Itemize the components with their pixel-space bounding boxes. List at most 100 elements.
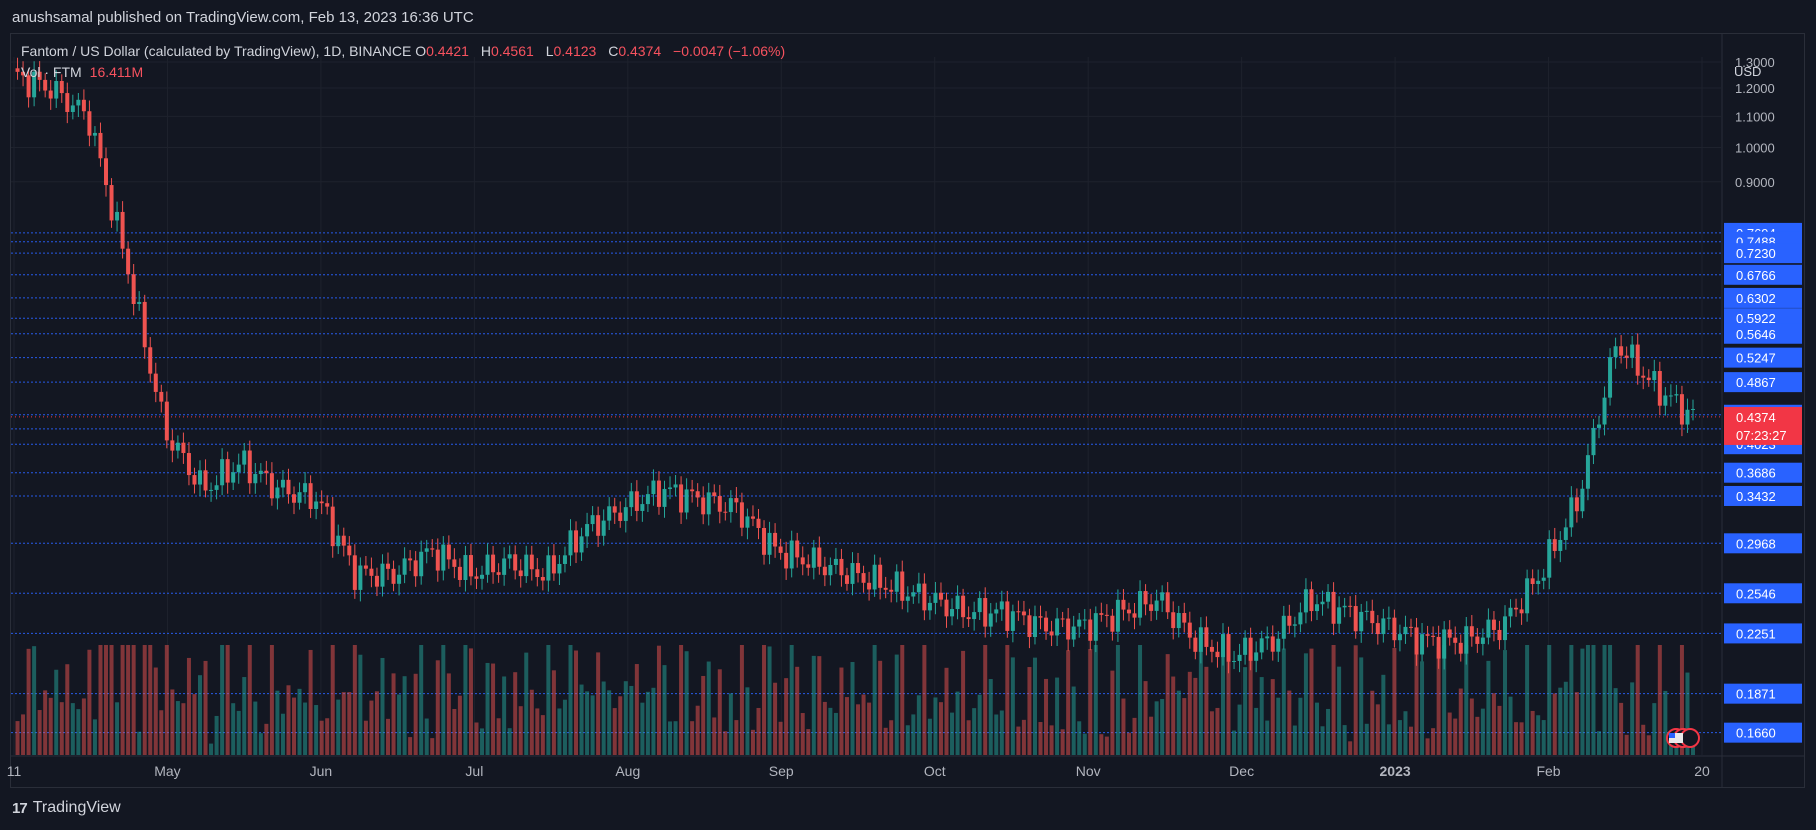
candle-body bbox=[352, 555, 357, 590]
candle-body bbox=[1530, 578, 1535, 584]
volume-bar bbox=[1641, 724, 1646, 755]
time-tick-label: Aug bbox=[615, 763, 640, 779]
volume-bar bbox=[502, 676, 507, 755]
candle-body bbox=[601, 520, 606, 536]
volume-bar bbox=[463, 645, 468, 755]
candle-body bbox=[54, 80, 59, 99]
volume-bar bbox=[1519, 722, 1524, 755]
volume-bar bbox=[950, 712, 955, 755]
candle-body bbox=[386, 563, 391, 569]
volume-bar bbox=[557, 708, 562, 755]
volume-bar bbox=[684, 651, 689, 755]
candle-body bbox=[397, 574, 402, 584]
open-label: O bbox=[415, 43, 427, 59]
volume-bar bbox=[1458, 688, 1463, 755]
volume-bar bbox=[1558, 687, 1563, 755]
candle-body bbox=[1314, 604, 1319, 612]
candle-body bbox=[1032, 616, 1037, 637]
candle-body bbox=[1049, 631, 1054, 636]
candle-body bbox=[1547, 539, 1552, 578]
time-tick-label: 11 bbox=[7, 763, 22, 779]
volume-bar bbox=[690, 721, 695, 755]
volume-bar bbox=[574, 650, 579, 755]
candle-body bbox=[1055, 618, 1060, 636]
candle-body bbox=[817, 547, 822, 567]
candle-body bbox=[1359, 611, 1364, 632]
volume-bar bbox=[916, 695, 921, 755]
candle-body bbox=[634, 491, 639, 511]
level-label-bg bbox=[1724, 347, 1802, 368]
volume-bar bbox=[446, 673, 451, 755]
level-label-bg bbox=[1724, 683, 1802, 704]
volume-bar bbox=[1331, 645, 1336, 755]
volume-bar bbox=[894, 654, 899, 755]
candle-body bbox=[668, 487, 673, 489]
volume-legend: Vol · FTM 16.411M bbox=[21, 64, 143, 80]
last-price-label: 0.4374 bbox=[1736, 410, 1776, 425]
volume-bar bbox=[961, 650, 966, 755]
volume-bar bbox=[1254, 707, 1259, 755]
candle-body bbox=[1337, 607, 1342, 624]
candle-body bbox=[1187, 622, 1192, 638]
candle-body bbox=[175, 442, 180, 451]
candle-body bbox=[1685, 409, 1690, 425]
candle-body bbox=[81, 99, 86, 112]
volume-bar bbox=[1585, 645, 1590, 755]
volume-bar bbox=[474, 722, 479, 755]
candle-body bbox=[922, 583, 927, 611]
candle-body bbox=[1182, 613, 1187, 623]
candle-body bbox=[452, 559, 457, 567]
candle-body bbox=[911, 592, 916, 597]
volume-bar bbox=[1038, 722, 1043, 755]
volume-bar bbox=[662, 665, 667, 755]
candle-body bbox=[618, 512, 623, 521]
candle-body bbox=[1220, 634, 1225, 658]
volume-bar bbox=[1608, 645, 1613, 755]
candle-body bbox=[839, 558, 844, 576]
candle-body bbox=[220, 459, 225, 486]
volume-bar bbox=[1375, 704, 1380, 755]
candle-body bbox=[115, 211, 120, 221]
candle-body bbox=[750, 516, 755, 519]
candle-body bbox=[1596, 424, 1601, 428]
volume-bar bbox=[1453, 718, 1458, 755]
volume-bar bbox=[1320, 726, 1325, 755]
candle-body bbox=[524, 554, 529, 577]
volume-bar bbox=[634, 664, 639, 755]
volume-bar bbox=[109, 645, 114, 755]
volume-bar bbox=[1077, 721, 1082, 755]
candle-body bbox=[712, 492, 717, 497]
volume-bar bbox=[817, 656, 822, 755]
candle-body bbox=[203, 470, 208, 491]
level-label: 0.3686 bbox=[1736, 466, 1776, 481]
candle-body bbox=[1320, 601, 1325, 605]
volume-bar bbox=[1364, 723, 1369, 755]
volume-bar bbox=[1392, 648, 1397, 755]
level-label-bg bbox=[1724, 533, 1802, 554]
volume-bar bbox=[1414, 645, 1419, 755]
candle-body bbox=[76, 99, 81, 106]
candle-body bbox=[1160, 592, 1165, 601]
candle-body bbox=[701, 497, 706, 515]
grid bbox=[11, 34, 1805, 787]
candle-body bbox=[1071, 626, 1076, 640]
candle-body bbox=[170, 440, 175, 451]
volume-bar bbox=[623, 681, 628, 755]
volume-bar bbox=[1547, 645, 1552, 755]
volume-bar bbox=[485, 662, 490, 755]
candle-body bbox=[264, 470, 269, 474]
candle-body bbox=[762, 527, 767, 555]
candle-body bbox=[557, 563, 562, 574]
candle-body bbox=[341, 535, 346, 546]
volume-bar bbox=[319, 720, 324, 755]
candle-body bbox=[314, 501, 319, 509]
candle-body bbox=[551, 555, 556, 574]
volume-bar bbox=[1248, 656, 1253, 755]
candle-body bbox=[789, 540, 794, 569]
volume-bar bbox=[1071, 686, 1076, 755]
tradingview-brand[interactable]: 17 TradingView bbox=[12, 799, 121, 817]
volume-bar bbox=[762, 645, 767, 755]
candle-body bbox=[1115, 599, 1120, 632]
candle-body bbox=[900, 571, 905, 601]
